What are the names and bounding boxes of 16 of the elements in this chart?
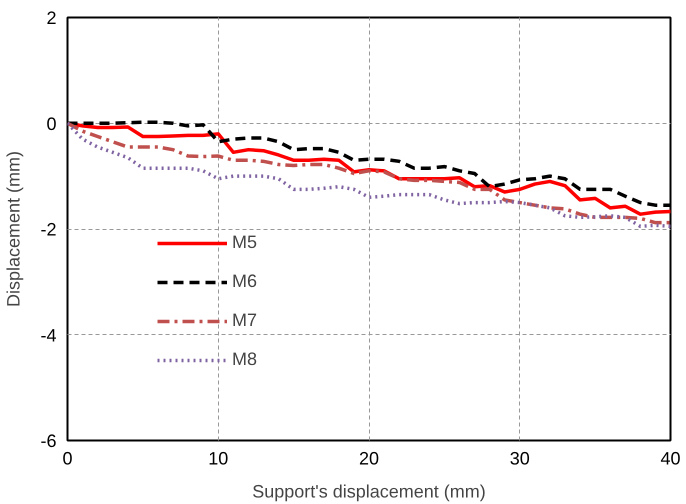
x-tick-label: 40 (660, 448, 681, 468)
y-axis-title: Displacement (mm) (3, 150, 24, 308)
y-tick-label: 2 (46, 8, 57, 28)
legend-label: M5 (232, 232, 258, 253)
legend-label: M6 (232, 271, 258, 292)
y-tick-label: -2 (40, 220, 57, 240)
legend-label: M7 (232, 310, 258, 331)
x-tick-label: 10 (208, 448, 228, 468)
y-tick-label: -6 (40, 431, 57, 451)
x-tick-label: 20 (358, 448, 380, 468)
x-tick-label: 0 (62, 448, 73, 468)
legend-label: M8 (232, 349, 258, 370)
y-tick-label: -4 (40, 325, 57, 346)
x-axis-title: Support's displacement (mm) (252, 482, 486, 502)
x-tick-label: 30 (510, 448, 530, 468)
y-tick-label: 0 (46, 114, 57, 134)
